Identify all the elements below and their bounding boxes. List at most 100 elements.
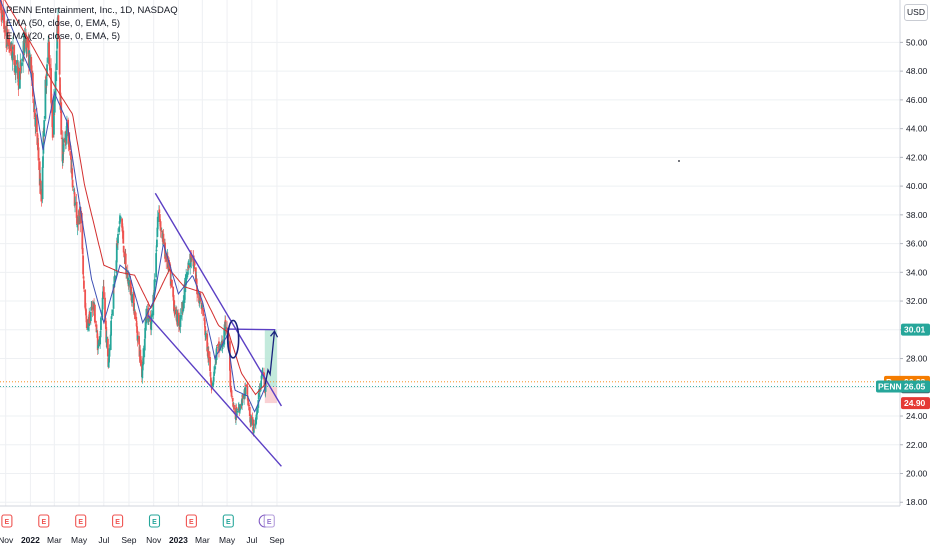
candle-body	[111, 314, 113, 316]
candle-body	[136, 330, 139, 341]
dot-mark	[678, 160, 680, 162]
candle-body	[30, 65, 33, 78]
stop-price-tag	[901, 397, 930, 410]
legend-title[interactable]: PENN Entertainment, Inc., 1D, NASDAQ	[6, 5, 178, 16]
candle-body	[213, 371, 216, 376]
earnings-event-letter: E	[115, 519, 120, 526]
earnings-event-letter: E	[78, 519, 83, 526]
candle-body	[16, 60, 19, 63]
candle-body	[10, 45, 13, 55]
candle-body	[96, 331, 98, 333]
candle-body	[144, 317, 147, 330]
time-tick-label: Nov	[0, 535, 14, 545]
candle-body	[58, 38, 61, 75]
candle-body	[236, 410, 239, 413]
price-tick-label: 48.00	[906, 66, 928, 76]
candle-body	[186, 269, 189, 271]
candle-body	[33, 98, 35, 113]
price-tick-label: 46.00	[906, 95, 928, 105]
candle-body	[144, 327, 147, 339]
candle-body	[100, 317, 102, 331]
projection-arrow	[264, 331, 276, 385]
candle-body	[154, 279, 156, 283]
candle-body	[84, 308, 87, 309]
time-tick-label: May	[71, 535, 88, 545]
candle-body	[45, 79, 48, 86]
candle-body	[65, 136, 68, 138]
candle-body	[173, 307, 176, 315]
candle-body	[82, 276, 85, 279]
legend-ema20[interactable]: EMA (20, close, 0, EMA, 5)	[6, 31, 121, 42]
currency-button[interactable]: USD	[904, 4, 928, 21]
candle-body	[233, 404, 235, 410]
candle-body	[141, 369, 144, 379]
candle-body	[59, 77, 61, 96]
earnings-event-icon	[263, 514, 275, 528]
candle-body	[91, 307, 94, 310]
candle-body	[110, 320, 113, 336]
last-price-text: 26.05	[904, 382, 926, 392]
candle-body	[39, 180, 42, 194]
candle-body	[241, 394, 244, 398]
time-tick-label: 2022	[21, 535, 40, 545]
candle-body	[202, 309, 205, 316]
candle-body	[11, 52, 14, 61]
trendline-3	[227, 328, 276, 331]
ema-lines	[0, 0, 267, 413]
candle-body	[3, 29, 6, 33]
candle-body	[212, 377, 215, 382]
candle-body	[254, 417, 257, 425]
last-price-symbol: PENN	[878, 382, 902, 392]
trendline-1	[154, 192, 283, 407]
candle-body	[260, 375, 263, 379]
candle-body	[55, 50, 58, 70]
candle-body	[205, 332, 207, 338]
candle-body	[211, 382, 214, 387]
candle-body	[255, 413, 258, 420]
candle-body	[173, 299, 175, 312]
candle-body	[3, 9, 5, 29]
candle-body	[232, 402, 235, 407]
earnings-event-letter: E	[267, 519, 272, 526]
candle-body	[158, 209, 161, 214]
candle-body	[241, 398, 243, 406]
candle-body	[180, 315, 183, 317]
candle-body	[229, 370, 232, 387]
candle-body	[107, 362, 110, 368]
candle-body	[9, 48, 12, 52]
time-tick-label: Jul	[246, 535, 257, 545]
candle-body	[246, 386, 249, 395]
candle-body	[0, 11, 3, 21]
candle-body	[207, 351, 210, 359]
candle-body	[251, 417, 254, 426]
candle-body	[119, 216, 122, 218]
candles	[0, 0, 267, 437]
candle-body	[68, 141, 71, 150]
legend-ema50[interactable]: EMA (50, close, 0, EMA, 5)	[6, 18, 121, 29]
candle-body	[223, 328, 226, 345]
candle-body	[119, 216, 122, 220]
candle-body	[71, 179, 74, 188]
candle-body	[101, 297, 104, 310]
candle-body	[40, 188, 43, 202]
candle-body	[85, 315, 88, 319]
candle-body	[23, 33, 26, 54]
candle-body	[101, 309, 104, 318]
candle-body	[33, 109, 36, 118]
candle-body	[210, 381, 213, 386]
candle-body	[147, 307, 150, 320]
candle-body	[81, 247, 84, 254]
candle-body	[73, 189, 76, 192]
candle-body	[74, 202, 77, 204]
candle-body	[67, 119, 70, 132]
candle-body	[50, 68, 52, 103]
target-price-text: 30.01	[904, 325, 926, 335]
trendline-2	[147, 314, 282, 467]
candle-body	[194, 267, 197, 282]
candle-body	[190, 257, 193, 261]
earnings-event-letter: E	[152, 519, 157, 526]
candle-body	[51, 101, 54, 128]
candle-body	[121, 218, 123, 228]
candle-body	[250, 418, 253, 425]
